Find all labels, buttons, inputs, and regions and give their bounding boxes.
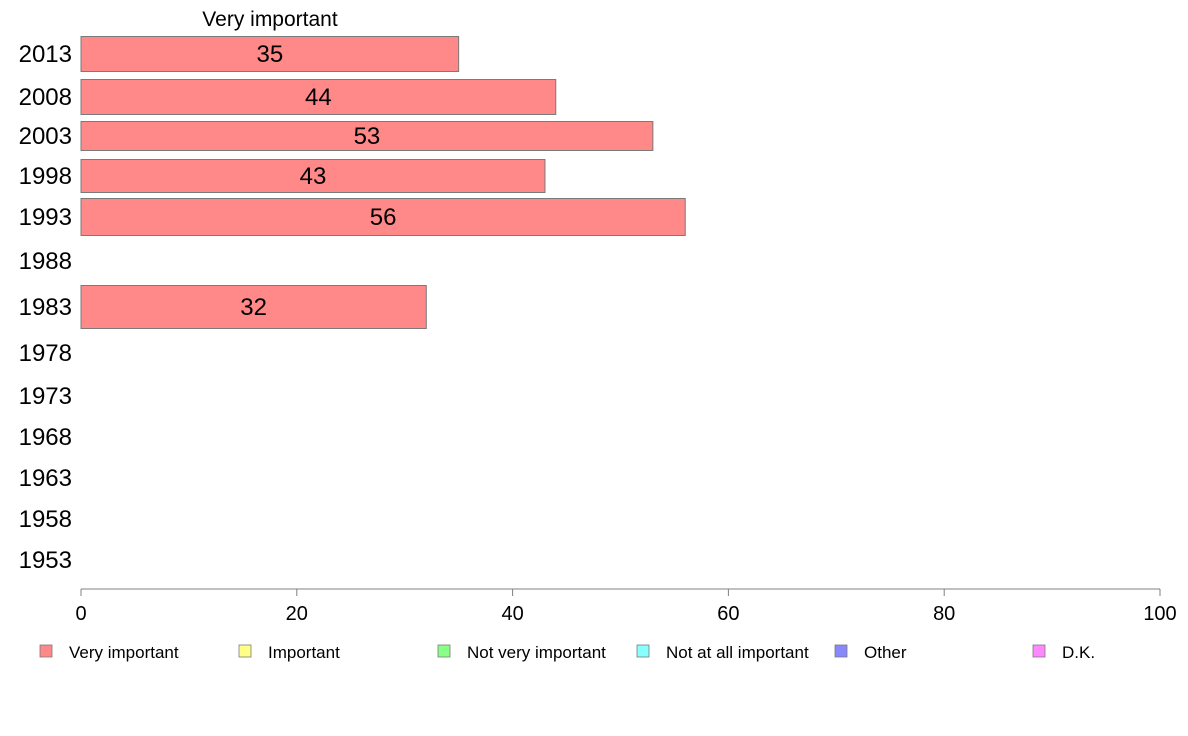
bar-value-label: 35 xyxy=(256,41,283,68)
bar-value-label: 53 xyxy=(354,123,381,150)
bar-1998 xyxy=(80,159,546,193)
legend-item: Not at all important xyxy=(636,643,809,662)
legend-item: Other xyxy=(834,643,907,662)
legend-item: D.K. xyxy=(1032,643,1095,662)
legend-item: Not very important xyxy=(437,643,606,662)
legend-swatch xyxy=(1032,644,1046,658)
year-label: 2013 xyxy=(19,41,72,68)
x-tick-label: 100 xyxy=(1143,603,1176,625)
bar-value-label: 43 xyxy=(300,163,327,190)
row-1958: 1958 xyxy=(19,506,72,533)
year-label: 1978 xyxy=(19,340,72,367)
rows: 2013 35 2008 44 2003 53 1998 43 1993 56 1988 1983 32… xyxy=(19,36,686,574)
year-label: 1958 xyxy=(19,506,72,533)
row-1953: 1953 xyxy=(19,547,72,574)
legend-label: D.K. xyxy=(1062,643,1095,662)
x-tick-label: 40 xyxy=(501,603,523,625)
bar-value-label: 56 xyxy=(370,204,397,231)
legend-label: Very important xyxy=(69,643,179,662)
year-label: 1988 xyxy=(19,248,72,275)
x-tick-label: 0 xyxy=(75,603,86,625)
bar-value-label: 44 xyxy=(305,84,332,111)
row-1993: 1993 56 xyxy=(19,198,686,236)
year-label: 1973 xyxy=(19,383,72,410)
legend-label: Not at all important xyxy=(666,643,809,662)
legend-label: Important xyxy=(268,643,340,662)
year-label: 1993 xyxy=(19,204,72,231)
year-label: 1968 xyxy=(19,424,72,451)
year-label: 1998 xyxy=(19,163,72,190)
x-axis: 0 20 40 60 80 100 xyxy=(75,588,1177,625)
row-1968: 1968 xyxy=(19,424,72,451)
bar-2003 xyxy=(80,121,654,151)
year-label: 1953 xyxy=(19,547,72,574)
bar-1983 xyxy=(80,285,427,329)
row-2013: 2013 35 xyxy=(19,36,460,72)
row-1988: 1988 xyxy=(19,248,72,275)
row-1998: 1998 43 xyxy=(19,159,546,193)
year-label: 2008 xyxy=(19,84,72,111)
legend-swatch xyxy=(636,644,650,658)
legend-swatch xyxy=(437,644,451,658)
x-tick-label: 60 xyxy=(717,603,739,625)
legend-item: Very important xyxy=(39,643,179,662)
year-label: 1983 xyxy=(19,294,72,321)
legend: Very important Important Not very importan… xyxy=(39,643,1095,662)
legend-swatch xyxy=(39,644,53,658)
row-2003: 2003 53 xyxy=(19,121,654,151)
bar-2008 xyxy=(80,79,557,115)
column-header: Very important xyxy=(202,8,338,31)
row-1978: 1978 xyxy=(19,340,72,367)
year-label: 1963 xyxy=(19,465,72,492)
x-tick-label: 20 xyxy=(286,603,308,625)
row-1983: 1983 32 xyxy=(19,285,427,329)
bar-2013 xyxy=(80,36,460,72)
legend-swatch xyxy=(834,644,848,658)
bar-1993 xyxy=(80,198,686,236)
row-1963: 1963 xyxy=(19,465,72,492)
row-1973: 1973 xyxy=(19,383,72,410)
row-2008: 2008 44 xyxy=(19,79,557,115)
legend-item: Important xyxy=(238,643,340,662)
bar-value-label: 32 xyxy=(240,294,267,321)
legend-label: Other xyxy=(864,643,907,662)
year-label: 2003 xyxy=(19,123,72,150)
legend-swatch xyxy=(238,644,252,658)
legend-label: Not very important xyxy=(467,643,606,662)
x-tick-label: 80 xyxy=(933,603,955,625)
